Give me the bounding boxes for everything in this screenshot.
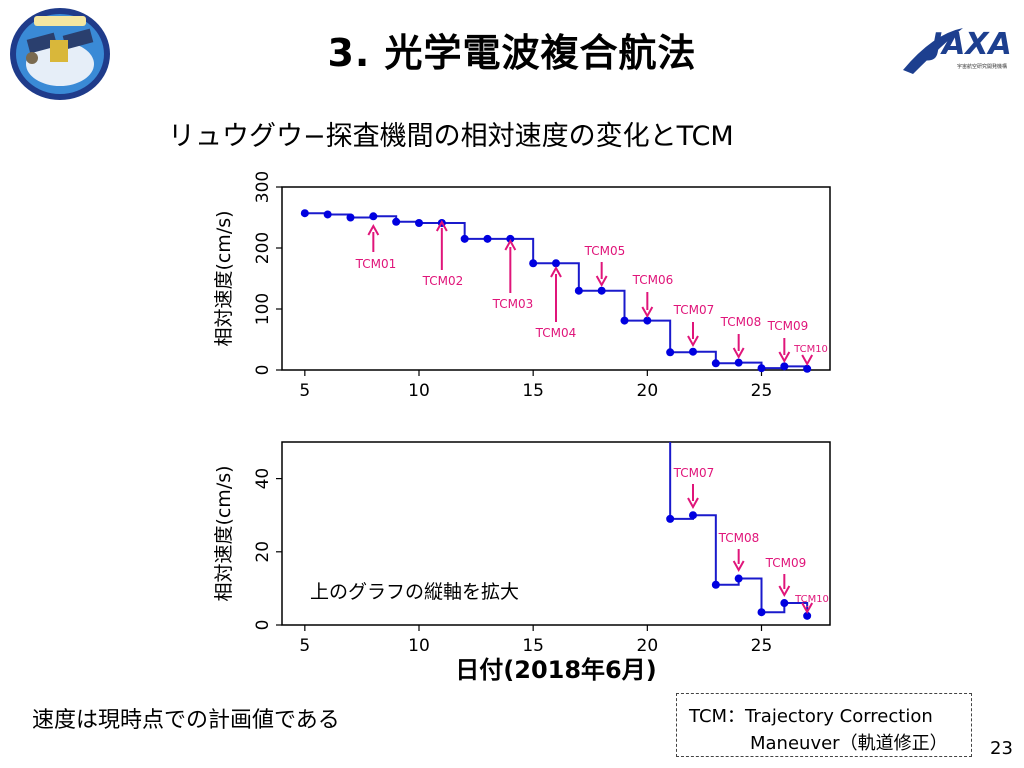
tcm-label: TCM01 bbox=[355, 257, 397, 271]
tcm-label: TCM09 bbox=[765, 556, 807, 570]
tcm-arrowhead bbox=[732, 347, 745, 360]
data-point bbox=[597, 286, 606, 295]
tcm-arrowhead bbox=[435, 219, 448, 232]
plot-frame bbox=[281, 441, 831, 626]
tcm-label: TCM10 bbox=[794, 594, 829, 605]
chart-relative-velocity-full: 5 10 15 20 25 0 100 200 300 相対速度(cm/s) TCM01 TCM02 T… bbox=[213, 171, 831, 401]
tcm-arrowhead bbox=[801, 602, 814, 615]
data-point bbox=[803, 364, 812, 373]
data-point bbox=[734, 574, 743, 583]
data-point bbox=[460, 234, 469, 243]
y-axis-label: 相対速度(cm/s) bbox=[213, 465, 235, 601]
x-axis-label: 日付(2018年6月) bbox=[455, 656, 656, 684]
data-point bbox=[620, 316, 629, 325]
page-title: 3. 光学電波複合航法 bbox=[327, 31, 697, 75]
tcm-label: TCM08 bbox=[718, 531, 760, 545]
data-point bbox=[643, 316, 652, 325]
tcm-arrowhead bbox=[595, 275, 608, 288]
data-point bbox=[780, 362, 789, 371]
data-point bbox=[666, 348, 675, 357]
y-tick-label: 20 bbox=[253, 541, 273, 563]
tcm-arrowhead bbox=[687, 335, 699, 348]
y-tick-label: 0 bbox=[253, 620, 273, 631]
tcm-definition-line1: TCM：Trajectory Correction bbox=[689, 706, 933, 727]
tcm-arrowhead bbox=[641, 306, 654, 319]
svg-text:JAXA: JAXA bbox=[926, 27, 1012, 62]
tcm-arrowhead bbox=[801, 354, 814, 367]
tcm-label: TCM09 bbox=[767, 319, 809, 333]
tcm-label: TCM05 bbox=[584, 244, 626, 258]
page-number: 23 bbox=[990, 738, 1013, 759]
tcm-arrowhead bbox=[367, 223, 380, 236]
y-tick-label: 100 bbox=[253, 293, 273, 325]
data-point bbox=[369, 212, 378, 221]
tcm-arrowhead bbox=[504, 238, 517, 251]
x-tick-label: 5 bbox=[299, 381, 310, 401]
inset-label: 上のグラフの縦軸を拡大 bbox=[310, 581, 519, 603]
tcm-label: TCM03 bbox=[492, 297, 534, 311]
x-tick-label: 10 bbox=[408, 636, 430, 656]
y-tick-label: 40 bbox=[253, 468, 273, 490]
y-tick-label: 0 bbox=[253, 365, 273, 376]
plot-frame bbox=[281, 186, 831, 371]
data-point bbox=[757, 364, 766, 373]
data-point bbox=[552, 259, 560, 268]
y-axis-label: 相対速度(cm/s) bbox=[213, 210, 235, 346]
data-point bbox=[711, 580, 720, 589]
slide-subtitle: リュウグウ−探査機間の相対速度の変化とTCM bbox=[168, 121, 734, 152]
data-point bbox=[506, 234, 515, 243]
data-point bbox=[689, 511, 697, 520]
x-tick-label: 10 bbox=[408, 381, 430, 401]
planned-value-note: 速度は現時点での計画値である bbox=[32, 708, 340, 733]
data-point bbox=[483, 234, 492, 243]
x-tick-label: 5 bbox=[299, 636, 310, 656]
data-point bbox=[574, 286, 583, 295]
data-point bbox=[392, 217, 401, 226]
y-tick-label: 200 bbox=[253, 232, 273, 264]
data-point bbox=[415, 218, 423, 227]
x-tick-label: 25 bbox=[751, 636, 773, 656]
tcm-arrowhead bbox=[550, 265, 562, 278]
data-point bbox=[666, 514, 675, 523]
tcm-definition-line2: Maneuver（軌道修正） bbox=[750, 733, 948, 754]
tcm-label: TCM07 bbox=[673, 303, 715, 317]
tcm-arrowhead bbox=[732, 560, 745, 573]
tcm-label: TCM02 bbox=[422, 274, 464, 288]
data-point bbox=[780, 599, 789, 608]
data-point bbox=[323, 210, 332, 219]
data-point bbox=[529, 259, 538, 268]
jaxa-logo-caption: 宇宙航空研究開発機構 bbox=[957, 63, 1007, 70]
x-tick-label: 20 bbox=[637, 381, 659, 401]
x-tick-label: 15 bbox=[522, 636, 544, 656]
y-tick-label: 300 bbox=[253, 171, 273, 203]
mission-emblem-logo bbox=[8, 6, 112, 102]
x-tick-label: 25 bbox=[751, 381, 773, 401]
data-point bbox=[757, 608, 766, 617]
tcm-label: TCM04 bbox=[535, 326, 577, 340]
jaxa-logo: JAXA 宇宙航空研究開発機構 bbox=[893, 14, 1017, 82]
series-line bbox=[669, 442, 809, 616]
data-point bbox=[803, 611, 812, 620]
chart-relative-velocity-zoom: 5 10 15 20 25 0 20 40 相対速度(cm/s) 日付(2018年6月) 上のグラフ… bbox=[213, 441, 831, 684]
data-point bbox=[711, 359, 720, 368]
tcm-arrowhead bbox=[778, 585, 791, 598]
tcm-label: TCM07 bbox=[673, 466, 715, 480]
tcm-label: TCM06 bbox=[632, 273, 674, 287]
data-point bbox=[689, 347, 697, 356]
tcm-arrowhead bbox=[778, 351, 791, 364]
data-point bbox=[346, 213, 355, 222]
tcm-arrowhead bbox=[687, 497, 699, 510]
data-point bbox=[734, 358, 743, 367]
tcm-definition-box: TCM：Trajectory Correction Maneuver（軌道修正） bbox=[676, 693, 972, 757]
tcm-label: TCM08 bbox=[720, 315, 762, 329]
x-tick-label: 15 bbox=[522, 381, 544, 401]
tcm-label: TCM10 bbox=[793, 344, 828, 355]
x-tick-label: 20 bbox=[637, 636, 659, 656]
data-point bbox=[300, 209, 309, 218]
